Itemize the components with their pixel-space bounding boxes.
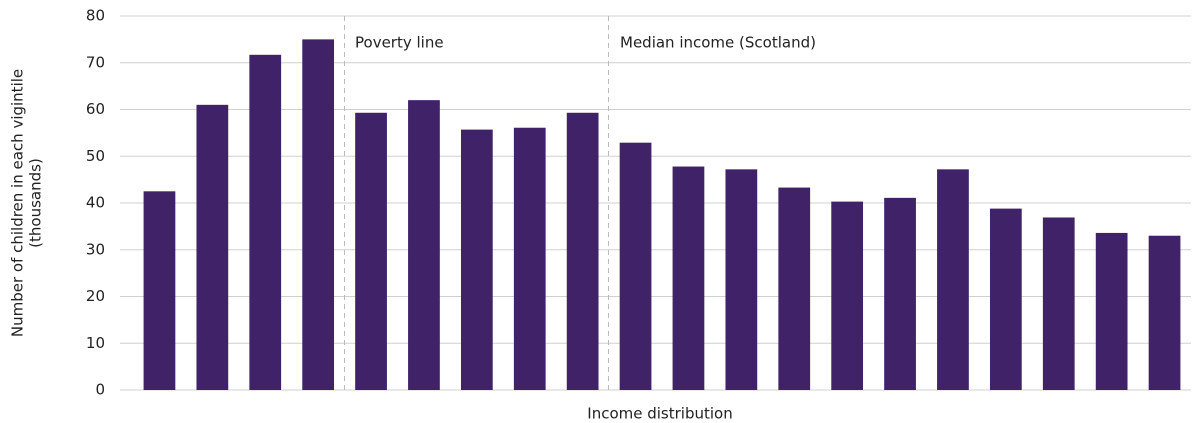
bar <box>989 208 1022 390</box>
bar <box>196 104 229 390</box>
y-tick-label: 40 <box>86 194 105 212</box>
bar <box>355 112 387 391</box>
bar <box>460 129 493 391</box>
y-tick-label: 70 <box>86 53 105 71</box>
bar <box>725 169 758 390</box>
y-tick-label: 80 <box>86 7 105 25</box>
bar <box>302 39 335 390</box>
y-tick-label: 10 <box>86 334 105 352</box>
bar <box>1095 232 1128 390</box>
bar <box>884 197 916 390</box>
bar <box>408 100 440 391</box>
y-tick-label: 30 <box>86 240 105 258</box>
annotation: Median income (Scotland) <box>620 34 816 52</box>
bar <box>249 54 282 391</box>
bar <box>778 187 811 390</box>
bar <box>937 169 969 390</box>
annotation: Poverty line <box>355 34 444 52</box>
bar <box>831 201 864 390</box>
bar <box>1148 235 1181 390</box>
bar <box>513 127 546 391</box>
y-tick-label: 0 <box>95 381 105 399</box>
bar <box>619 142 652 390</box>
y-tick-label: 60 <box>86 100 105 118</box>
bar <box>1042 217 1075 390</box>
y-axis-label: Number of children in each vigintile <box>9 69 27 337</box>
y-tick-label: 20 <box>86 287 105 305</box>
bar <box>143 191 176 390</box>
bar <box>566 112 599 391</box>
y-axis-label: (thousands) <box>27 158 45 248</box>
x-axis-label: Income distribution <box>587 405 732 423</box>
y-tick-label: 50 <box>86 147 105 165</box>
bar <box>672 166 705 390</box>
